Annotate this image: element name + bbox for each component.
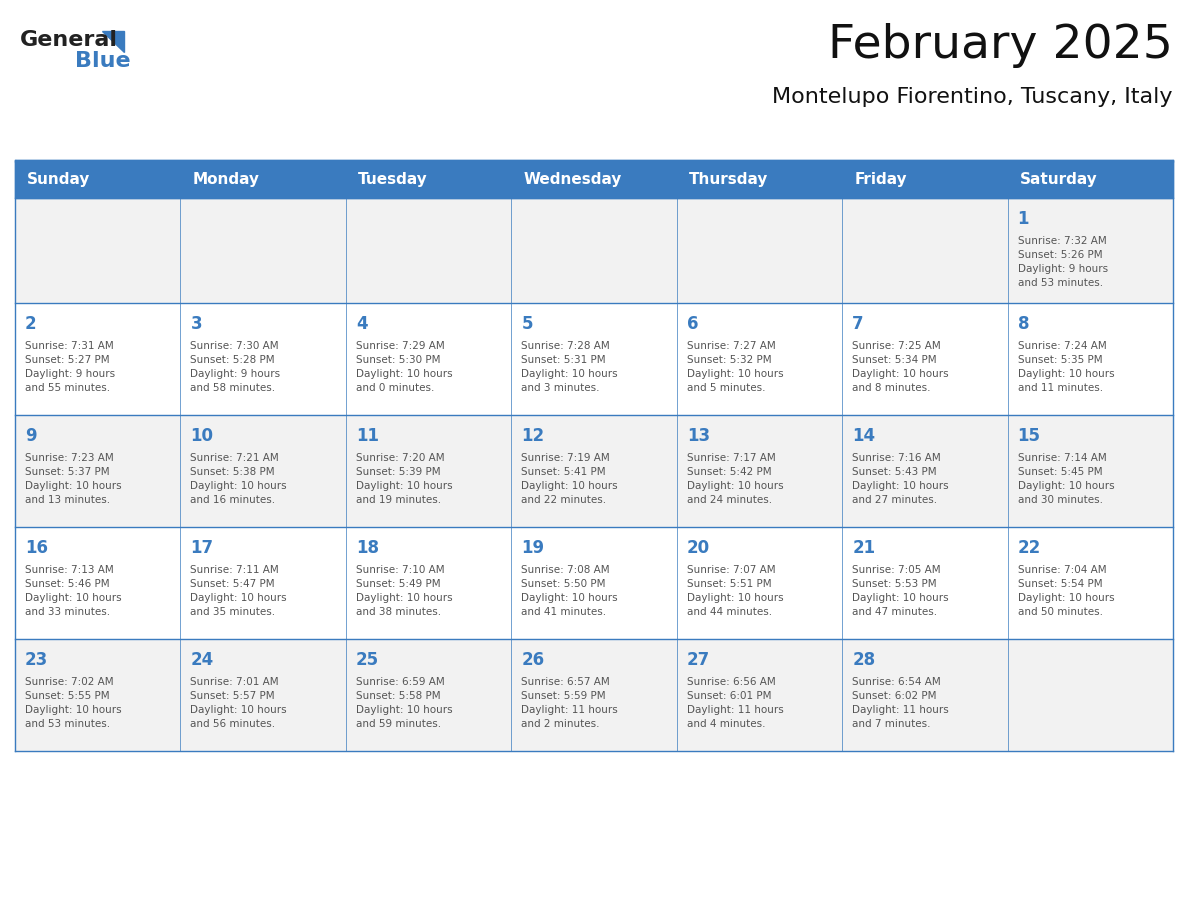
Text: Sunrise: 7:17 AM
Sunset: 5:42 PM
Daylight: 10 hours
and 24 minutes.: Sunrise: 7:17 AM Sunset: 5:42 PM Dayligh… — [687, 453, 783, 505]
Text: 27: 27 — [687, 651, 710, 669]
Text: Sunrise: 7:28 AM
Sunset: 5:31 PM
Daylight: 10 hours
and 3 minutes.: Sunrise: 7:28 AM Sunset: 5:31 PM Dayligh… — [522, 341, 618, 393]
Text: Sunrise: 7:08 AM
Sunset: 5:50 PM
Daylight: 10 hours
and 41 minutes.: Sunrise: 7:08 AM Sunset: 5:50 PM Dayligh… — [522, 565, 618, 617]
Text: Sunrise: 7:04 AM
Sunset: 5:54 PM
Daylight: 10 hours
and 50 minutes.: Sunrise: 7:04 AM Sunset: 5:54 PM Dayligh… — [1018, 565, 1114, 617]
Text: Sunrise: 7:19 AM
Sunset: 5:41 PM
Daylight: 10 hours
and 22 minutes.: Sunrise: 7:19 AM Sunset: 5:41 PM Dayligh… — [522, 453, 618, 505]
Text: 8: 8 — [1018, 315, 1029, 333]
Bar — [15, 160, 1173, 198]
Text: Sunrise: 7:05 AM
Sunset: 5:53 PM
Daylight: 10 hours
and 47 minutes.: Sunrise: 7:05 AM Sunset: 5:53 PM Dayligh… — [852, 565, 949, 617]
Text: Sunrise: 6:57 AM
Sunset: 5:59 PM
Daylight: 11 hours
and 2 minutes.: Sunrise: 6:57 AM Sunset: 5:59 PM Dayligh… — [522, 677, 618, 729]
Text: Sunrise: 7:07 AM
Sunset: 5:51 PM
Daylight: 10 hours
and 44 minutes.: Sunrise: 7:07 AM Sunset: 5:51 PM Dayligh… — [687, 565, 783, 617]
Text: 15: 15 — [1018, 427, 1041, 445]
Text: 12: 12 — [522, 427, 544, 445]
Text: Sunrise: 6:56 AM
Sunset: 6:01 PM
Daylight: 11 hours
and 4 minutes.: Sunrise: 6:56 AM Sunset: 6:01 PM Dayligh… — [687, 677, 783, 729]
Text: Sunrise: 7:29 AM
Sunset: 5:30 PM
Daylight: 10 hours
and 0 minutes.: Sunrise: 7:29 AM Sunset: 5:30 PM Dayligh… — [356, 341, 453, 393]
Text: Friday: Friday — [854, 172, 906, 186]
Bar — [15, 198, 1173, 303]
Text: 19: 19 — [522, 539, 544, 557]
Text: 26: 26 — [522, 651, 544, 669]
Bar — [15, 639, 1173, 751]
Polygon shape — [102, 30, 124, 52]
Text: Sunday: Sunday — [27, 172, 90, 186]
Text: 24: 24 — [190, 651, 214, 669]
Bar — [15, 303, 1173, 415]
Text: Tuesday: Tuesday — [358, 172, 428, 186]
Text: Sunrise: 7:30 AM
Sunset: 5:28 PM
Daylight: 9 hours
and 58 minutes.: Sunrise: 7:30 AM Sunset: 5:28 PM Dayligh… — [190, 341, 280, 393]
Text: 28: 28 — [852, 651, 876, 669]
Bar — [15, 160, 1173, 162]
Text: 6: 6 — [687, 315, 699, 333]
Text: 22: 22 — [1018, 539, 1041, 557]
Text: 3: 3 — [190, 315, 202, 333]
Text: 2: 2 — [25, 315, 37, 333]
Text: General: General — [20, 30, 118, 50]
Text: 13: 13 — [687, 427, 710, 445]
Text: 17: 17 — [190, 539, 214, 557]
Text: Sunrise: 7:01 AM
Sunset: 5:57 PM
Daylight: 10 hours
and 56 minutes.: Sunrise: 7:01 AM Sunset: 5:57 PM Dayligh… — [190, 677, 287, 729]
Text: Sunrise: 7:32 AM
Sunset: 5:26 PM
Daylight: 9 hours
and 53 minutes.: Sunrise: 7:32 AM Sunset: 5:26 PM Dayligh… — [1018, 236, 1107, 288]
Text: Sunrise: 7:14 AM
Sunset: 5:45 PM
Daylight: 10 hours
and 30 minutes.: Sunrise: 7:14 AM Sunset: 5:45 PM Dayligh… — [1018, 453, 1114, 505]
Text: Thursday: Thursday — [689, 172, 769, 186]
Text: February 2025: February 2025 — [828, 23, 1173, 68]
Text: 18: 18 — [356, 539, 379, 557]
Bar — [15, 527, 1173, 639]
Text: 5: 5 — [522, 315, 532, 333]
Text: 21: 21 — [852, 539, 876, 557]
Text: 20: 20 — [687, 539, 710, 557]
Text: 4: 4 — [356, 315, 367, 333]
Text: Sunrise: 7:25 AM
Sunset: 5:34 PM
Daylight: 10 hours
and 8 minutes.: Sunrise: 7:25 AM Sunset: 5:34 PM Dayligh… — [852, 341, 949, 393]
Text: 11: 11 — [356, 427, 379, 445]
Text: Sunrise: 7:31 AM
Sunset: 5:27 PM
Daylight: 9 hours
and 55 minutes.: Sunrise: 7:31 AM Sunset: 5:27 PM Dayligh… — [25, 341, 115, 393]
Text: Sunrise: 7:16 AM
Sunset: 5:43 PM
Daylight: 10 hours
and 27 minutes.: Sunrise: 7:16 AM Sunset: 5:43 PM Dayligh… — [852, 453, 949, 505]
Text: 16: 16 — [25, 539, 48, 557]
Text: Monday: Monday — [192, 172, 259, 186]
Text: Wednesday: Wednesday — [523, 172, 621, 186]
Text: 23: 23 — [25, 651, 49, 669]
Text: 14: 14 — [852, 427, 876, 445]
Text: Sunrise: 7:02 AM
Sunset: 5:55 PM
Daylight: 10 hours
and 53 minutes.: Sunrise: 7:02 AM Sunset: 5:55 PM Dayligh… — [25, 677, 121, 729]
Text: Sunrise: 6:59 AM
Sunset: 5:58 PM
Daylight: 10 hours
and 59 minutes.: Sunrise: 6:59 AM Sunset: 5:58 PM Dayligh… — [356, 677, 453, 729]
Text: 10: 10 — [190, 427, 214, 445]
Text: 9: 9 — [25, 427, 37, 445]
Text: Montelupo Fiorentino, Tuscany, Italy: Montelupo Fiorentino, Tuscany, Italy — [772, 87, 1173, 107]
Text: Sunrise: 6:54 AM
Sunset: 6:02 PM
Daylight: 11 hours
and 7 minutes.: Sunrise: 6:54 AM Sunset: 6:02 PM Dayligh… — [852, 677, 949, 729]
Bar — [15, 415, 1173, 527]
Text: Sunrise: 7:11 AM
Sunset: 5:47 PM
Daylight: 10 hours
and 35 minutes.: Sunrise: 7:11 AM Sunset: 5:47 PM Dayligh… — [190, 565, 287, 617]
Text: Sunrise: 7:27 AM
Sunset: 5:32 PM
Daylight: 10 hours
and 5 minutes.: Sunrise: 7:27 AM Sunset: 5:32 PM Dayligh… — [687, 341, 783, 393]
Text: Sunrise: 7:20 AM
Sunset: 5:39 PM
Daylight: 10 hours
and 19 minutes.: Sunrise: 7:20 AM Sunset: 5:39 PM Dayligh… — [356, 453, 453, 505]
Text: Sunrise: 7:23 AM
Sunset: 5:37 PM
Daylight: 10 hours
and 13 minutes.: Sunrise: 7:23 AM Sunset: 5:37 PM Dayligh… — [25, 453, 121, 505]
Text: 7: 7 — [852, 315, 864, 333]
Text: Sunrise: 7:13 AM
Sunset: 5:46 PM
Daylight: 10 hours
and 33 minutes.: Sunrise: 7:13 AM Sunset: 5:46 PM Dayligh… — [25, 565, 121, 617]
Text: Sunrise: 7:10 AM
Sunset: 5:49 PM
Daylight: 10 hours
and 38 minutes.: Sunrise: 7:10 AM Sunset: 5:49 PM Dayligh… — [356, 565, 453, 617]
Text: Blue: Blue — [75, 51, 131, 71]
Text: 1: 1 — [1018, 210, 1029, 228]
Text: Saturday: Saturday — [1019, 172, 1098, 186]
Text: 25: 25 — [356, 651, 379, 669]
Text: Sunrise: 7:24 AM
Sunset: 5:35 PM
Daylight: 10 hours
and 11 minutes.: Sunrise: 7:24 AM Sunset: 5:35 PM Dayligh… — [1018, 341, 1114, 393]
Text: Sunrise: 7:21 AM
Sunset: 5:38 PM
Daylight: 10 hours
and 16 minutes.: Sunrise: 7:21 AM Sunset: 5:38 PM Dayligh… — [190, 453, 287, 505]
